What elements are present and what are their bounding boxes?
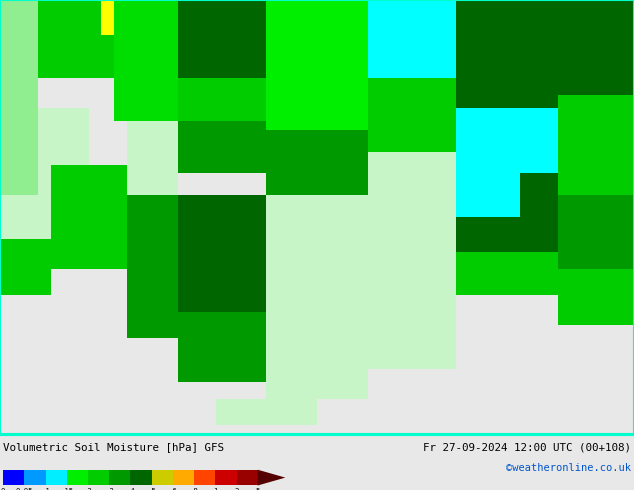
Text: .8: .8	[190, 488, 198, 490]
Polygon shape	[178, 122, 266, 173]
Polygon shape	[127, 173, 178, 239]
Text: ©weatheronline.co.uk: ©weatheronline.co.uk	[506, 463, 631, 473]
Polygon shape	[456, 173, 520, 217]
Bar	[88, 470, 109, 486]
Polygon shape	[0, 0, 38, 122]
Bar	[236, 470, 258, 486]
Polygon shape	[558, 0, 634, 96]
Bar	[216, 470, 236, 486]
Polygon shape	[114, 0, 266, 122]
Text: 5: 5	[256, 488, 260, 490]
Polygon shape	[456, 195, 558, 251]
Polygon shape	[368, 0, 456, 78]
Polygon shape	[101, 0, 139, 35]
Text: .2: .2	[84, 488, 93, 490]
Polygon shape	[51, 165, 127, 269]
Polygon shape	[558, 195, 634, 269]
Polygon shape	[127, 122, 178, 195]
Polygon shape	[38, 108, 89, 165]
Polygon shape	[456, 108, 558, 195]
Polygon shape	[456, 0, 558, 108]
Bar	[173, 470, 194, 486]
Polygon shape	[178, 312, 266, 382]
Polygon shape	[456, 251, 558, 295]
Text: 0: 0	[1, 488, 5, 490]
Polygon shape	[127, 239, 178, 338]
Polygon shape	[266, 130, 368, 195]
Bar	[67, 470, 88, 486]
Polygon shape	[266, 195, 368, 399]
Bar	[194, 470, 216, 486]
Bar	[3, 470, 24, 486]
Polygon shape	[368, 152, 456, 368]
Bar	[131, 470, 152, 486]
Text: 1: 1	[213, 488, 217, 490]
Text: Volumetric Soil Moisture [hPa] GFS: Volumetric Soil Moisture [hPa] GFS	[3, 442, 224, 452]
Bar	[152, 470, 173, 486]
Bar	[109, 470, 131, 486]
Polygon shape	[0, 122, 51, 239]
Polygon shape	[178, 78, 266, 122]
Text: .5: .5	[147, 488, 156, 490]
Text: .4: .4	[126, 488, 135, 490]
Polygon shape	[558, 96, 634, 195]
Text: 0.05: 0.05	[16, 488, 33, 490]
Polygon shape	[368, 78, 456, 152]
Text: .15: .15	[60, 488, 74, 490]
Polygon shape	[178, 195, 266, 312]
Polygon shape	[0, 239, 51, 295]
Text: .6: .6	[169, 488, 178, 490]
Text: .3: .3	[105, 488, 113, 490]
Polygon shape	[258, 470, 285, 486]
Text: 3: 3	[235, 488, 239, 490]
Text: .1: .1	[41, 488, 50, 490]
Polygon shape	[216, 399, 317, 425]
Polygon shape	[178, 0, 266, 78]
Polygon shape	[38, 0, 114, 78]
Polygon shape	[266, 0, 368, 130]
Polygon shape	[0, 122, 38, 195]
Bar	[46, 470, 67, 486]
Text: Fr 27-09-2024 12:00 UTC (00+108): Fr 27-09-2024 12:00 UTC (00+108)	[423, 442, 631, 452]
Polygon shape	[520, 173, 583, 251]
Bar	[24, 470, 46, 486]
Polygon shape	[558, 269, 634, 325]
